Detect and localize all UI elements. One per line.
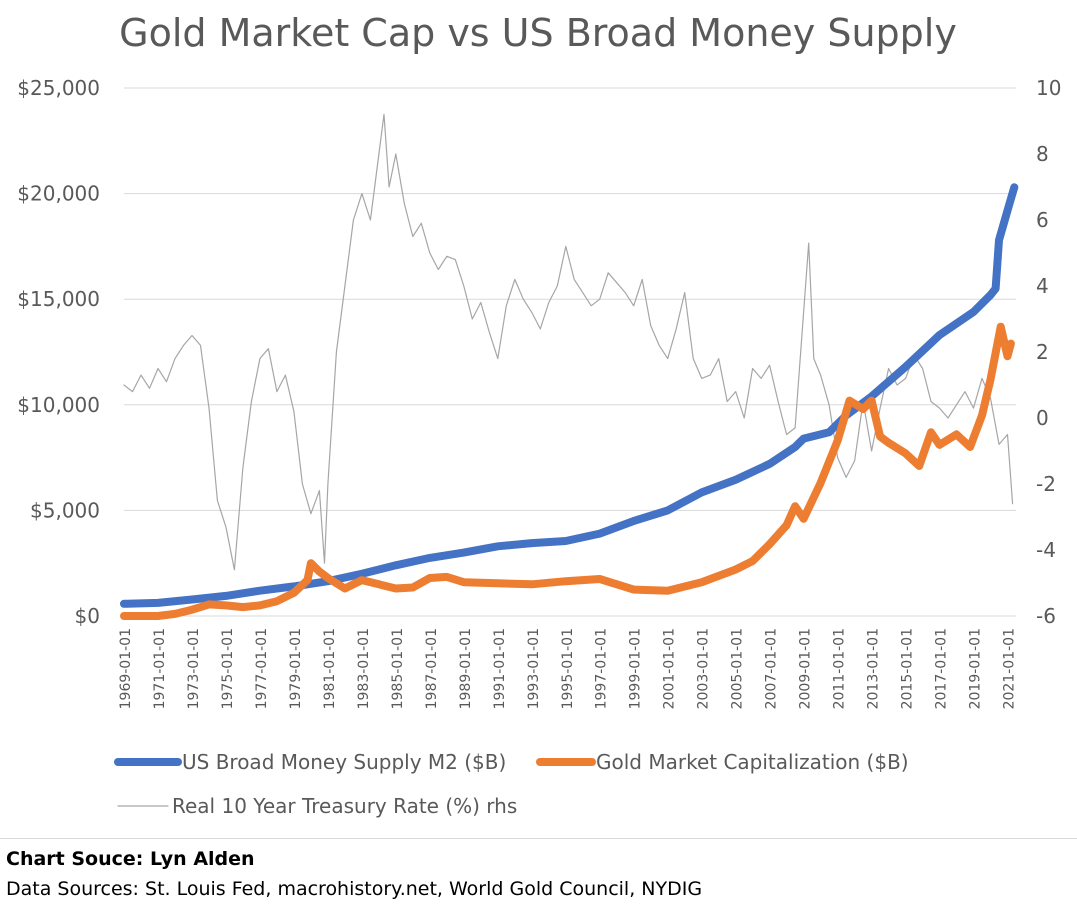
x-axis-tick-label: 2017-01-01 <box>934 628 950 709</box>
left-axis-tick-label: $5,000 <box>30 498 100 522</box>
right-axis-tick-label: 2 <box>1036 340 1049 364</box>
legend-real-rate-label: Real 10 Year Treasury Rate (%) rhs <box>172 794 517 818</box>
x-axis-tick-label: 1987-01-01 <box>424 628 440 709</box>
left-axis-tick-labels: $0 $5,000 $10,000 $15,000 $20,000 $25,000 <box>17 76 100 628</box>
series-line-gold <box>120 322 1015 620</box>
x-axis-tick-label: 1971-01-01 <box>152 628 168 709</box>
x-axis-tick-label: 2013-01-01 <box>866 628 882 709</box>
x-axis-tick-label: 2007-01-01 <box>764 628 780 709</box>
right-axis-tick-label: -6 <box>1036 604 1056 628</box>
left-axis-tick-label: $20,000 <box>17 182 100 206</box>
x-axis-tick-label: 2015-01-01 <box>900 628 916 709</box>
legend-gold-label: Gold Market Capitalization ($B) <box>596 750 909 774</box>
left-axis-tick-label: $15,000 <box>17 287 100 311</box>
x-axis-tick-label: 2021-01-01 <box>1002 628 1018 709</box>
x-axis-tick-label: 1985-01-01 <box>390 628 406 709</box>
left-axis-tick-label: $0 <box>75 604 100 628</box>
x-axis-tick-label: 2009-01-01 <box>798 628 814 709</box>
gridlines <box>124 87 1016 617</box>
right-axis-tick-labels: -6 -4 -2 0 2 4 6 8 10 <box>1036 76 1061 628</box>
series-line-real-rate <box>123 113 1014 571</box>
x-axis-tick-label: 2003-01-01 <box>696 628 712 709</box>
series-line-m2 <box>120 183 1019 608</box>
x-axis-tick-label: 1997-01-01 <box>594 628 610 709</box>
x-axis-tick-label: 2019-01-01 <box>968 628 984 709</box>
x-axis-tick-label: 1999-01-01 <box>628 628 644 709</box>
right-axis-tick-label: 8 <box>1036 142 1049 166</box>
chart-title: Gold Market Cap vs US Broad Money Supply <box>119 11 957 55</box>
x-axis-tick-label: 1973-01-01 <box>186 628 202 709</box>
x-axis-tick-label: 1991-01-01 <box>492 628 508 709</box>
right-axis-tick-label: 6 <box>1036 208 1049 232</box>
right-axis-tick-label: 0 <box>1036 406 1049 430</box>
x-axis-tick-label: 1993-01-01 <box>526 628 542 709</box>
x-axis-tick-label: 1983-01-01 <box>356 628 372 709</box>
x-axis-tick-label: 1989-01-01 <box>458 628 474 709</box>
footer-divider <box>0 838 1077 839</box>
x-axis-tick-label: 2011-01-01 <box>832 628 848 709</box>
x-axis-tick-label: 1979-01-01 <box>288 628 304 709</box>
legend-m2-label: US Broad Money Supply M2 ($B) <box>182 750 506 774</box>
x-axis-tick-label: 1975-01-01 <box>220 628 236 709</box>
x-axis-tick-label: 2001-01-01 <box>662 628 678 709</box>
x-axis-tick-label: 1977-01-01 <box>254 628 270 709</box>
x-axis-tick-label: 2005-01-01 <box>730 628 746 709</box>
chart-credit: Chart Souce: Lyn Alden <box>6 848 255 870</box>
right-axis-tick-label: 10 <box>1036 76 1061 100</box>
right-axis-tick-label: -4 <box>1036 538 1056 562</box>
legend: US Broad Money Supply M2 ($B) Gold Market… <box>114 750 909 818</box>
left-axis-tick-label: $25,000 <box>17 76 100 100</box>
x-axis-tick-labels: 1969-01-01 1971-01-01 1973-01-01 1975-01-01… <box>118 628 1018 709</box>
series-layer <box>120 113 1019 620</box>
right-axis-tick-label: 4 <box>1036 274 1049 298</box>
x-axis-tick-label: 1969-01-01 <box>118 628 134 709</box>
chart-svg: Gold Market Cap vs US Broad Money Supply… <box>17 11 1061 818</box>
data-sources: Data Sources: St. Louis Fed, macrohistor… <box>6 878 703 900</box>
x-axis-tick-label: 1981-01-01 <box>322 628 338 709</box>
left-axis-tick-label: $10,000 <box>17 393 100 417</box>
x-axis-tick-label: 1995-01-01 <box>560 628 576 709</box>
right-axis-tick-label: -2 <box>1036 472 1056 496</box>
